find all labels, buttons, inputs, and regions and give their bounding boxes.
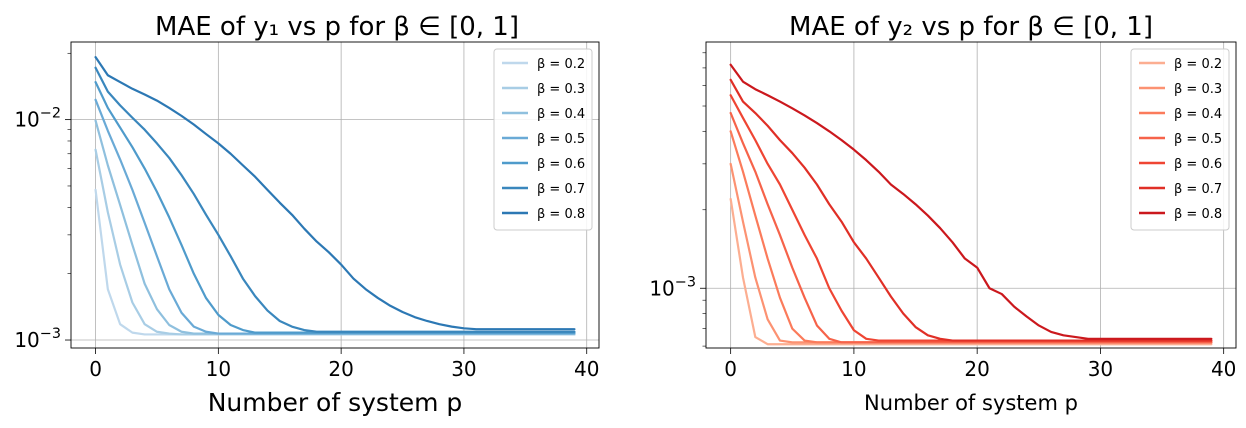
- series-group: [94, 56, 576, 336]
- legend-label: β = 0.6: [537, 157, 585, 172]
- legend-label: β = 0.8: [1174, 207, 1222, 222]
- x-tick-label: 10: [841, 357, 866, 381]
- x-tick-label: 40: [574, 357, 599, 381]
- legend-box: [1130, 48, 1230, 231]
- legend-label: β = 0.7: [1174, 182, 1222, 197]
- legend-label: β = 0.8: [537, 207, 585, 222]
- legend-label: β = 0.7: [537, 182, 585, 197]
- x-tick-label: 30: [1088, 357, 1113, 381]
- legend: β = 0.2 β = 0.3 β = 0.4 β = 0.5 β = 0.6 β = 0…: [493, 48, 593, 231]
- legend-box: [493, 48, 593, 231]
- series-line: [729, 197, 1213, 346]
- x-tick-label: 10: [206, 357, 231, 381]
- series-line: [94, 66, 576, 333]
- series-line: [729, 63, 1213, 340]
- legend-label: β = 0.5: [537, 132, 585, 147]
- chart-panel-2: 10−3 0 10 20 30 40 MAE of y₂ vs p for β ∈ [0, …: [649, 12, 1237, 415]
- legend: β = 0.2 β = 0.3 β = 0.4 β = 0.5 β = 0.6 β = 0…: [1130, 48, 1230, 231]
- x-axis-label: Number of system p: [864, 391, 1078, 415]
- x-tick-label: 20: [328, 357, 353, 381]
- axes-frame: [705, 41, 1237, 349]
- chart-title: MAE of y₂ vs p for β ∈ [0, 1]: [789, 12, 1153, 42]
- series-line: [729, 111, 1213, 344]
- y-tick-label: 10−2: [14, 106, 61, 132]
- series-line: [729, 78, 1213, 342]
- x-tick-label: 0: [89, 357, 102, 381]
- legend-label: β = 0.4: [1174, 107, 1222, 122]
- legend-label: β = 0.2: [1174, 57, 1222, 72]
- axes-frame: [70, 41, 600, 349]
- series-group: [729, 63, 1213, 346]
- chart-title: MAE of y₁ vs p for β ∈ [0, 1]: [155, 12, 519, 42]
- y-tick-label: 10−3: [649, 274, 696, 300]
- x-tick-label: 30: [451, 357, 476, 381]
- legend-label: β = 0.3: [1174, 82, 1222, 97]
- legend-label: β = 0.4: [537, 107, 585, 122]
- chart-panel-1: 10−3 10−2 0 10 20 30 40 MAE of y₁ vs p for β ∈ …: [14, 12, 600, 417]
- x-tick-label: 0: [724, 357, 737, 381]
- legend-label: β = 0.6: [1174, 157, 1222, 172]
- legend-label: β = 0.2: [537, 57, 585, 72]
- x-tick-label: 40: [1211, 357, 1236, 381]
- y-tick-label: 10−3: [14, 326, 61, 352]
- x-axis-label: Number of system p: [208, 388, 463, 417]
- legend-label: β = 0.5: [1174, 132, 1222, 147]
- legend-label: β = 0.3: [537, 82, 585, 97]
- series-line: [94, 56, 576, 331]
- x-tick-label: 20: [964, 357, 989, 381]
